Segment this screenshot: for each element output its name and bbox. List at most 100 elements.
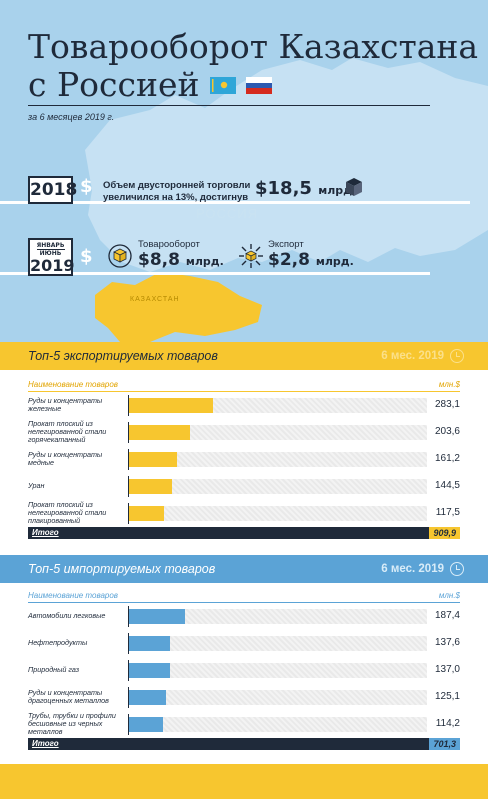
table-row: Прокат плоский из нелегированной стали г…: [28, 418, 460, 446]
row-value: 187,4: [434, 610, 460, 621]
table-row: Руды и концентраты железные 283,1: [28, 391, 460, 419]
trade-text-line-2: увеличился на 13%, достигнув: [103, 192, 249, 203]
row-name: Природный газ: [28, 665, 80, 674]
bar-track: [129, 609, 427, 624]
russia-flag-icon: [245, 76, 272, 94]
table-row: Уран 144,5: [28, 472, 460, 500]
table-row: Прокат плоский из нелегированной стали п…: [28, 499, 460, 527]
row-name: Прокат плоский из нелегированной стали п…: [28, 500, 107, 525]
imports-total-value: 701,3: [429, 738, 460, 750]
bar: [129, 609, 185, 624]
imports-total-label: Итого: [32, 739, 59, 748]
row-value: 161,2: [434, 453, 460, 464]
page-title: Товарооборот Казахстана с Россией: [28, 28, 478, 104]
row-value: 137,0: [434, 664, 460, 675]
year-2019-box: ЯНВАРЬ ИЮНЬ 2019: [28, 238, 75, 276]
band-2019: [0, 272, 430, 275]
bar: [129, 452, 177, 467]
exports-col-name: Наименование товаров: [28, 380, 118, 389]
turnover-amount-unit: млрд.: [185, 255, 224, 268]
turnover-label: Товарооборот: [138, 239, 200, 250]
year-2019: 2019: [30, 256, 75, 275]
row-value: 283,1: [434, 399, 460, 410]
exports-title: Топ-5 экспортируемых товаров: [28, 349, 218, 363]
imports-col-unit: млн.$: [438, 591, 460, 600]
year-2018: 2018: [30, 180, 78, 200]
row-name: Руды и концентраты драгоценных металлов: [28, 688, 109, 705]
kazakhstan-flag-icon: [209, 76, 236, 94]
period-top: ЯНВАРЬ: [36, 242, 65, 249]
year-2018-box: 2018: [28, 176, 77, 204]
bar: [129, 690, 166, 705]
row-value: 203,6: [434, 426, 460, 437]
turnover-box-icon: [108, 244, 132, 268]
exports-total-value: 909,9: [429, 527, 460, 539]
bar: [129, 425, 190, 440]
imports-column-header: Наименование товаров млн.$: [28, 591, 460, 603]
turnover-amount-value: $8,8: [138, 250, 180, 270]
table-row: Руды и концентраты драгоценных металлов 1…: [28, 683, 460, 711]
exports-total-row: Итого 909,9: [28, 527, 460, 539]
title-line-2: с Россией: [28, 65, 200, 104]
exports-period: 6 мес. 2019: [381, 350, 444, 362]
title-line-1: Товарооборот Казахстана: [28, 27, 479, 66]
exports-total-label: Итого: [32, 528, 59, 537]
bar-track: [129, 663, 427, 678]
bar-track: [129, 717, 427, 732]
russia-shape: [85, 58, 488, 272]
imports-col-name: Наименование товаров: [28, 591, 118, 600]
row-name: Прокат плоский из нелегированной стали г…: [28, 419, 107, 444]
export-amount-unit: млрд.: [315, 255, 354, 268]
bar-track: [129, 690, 427, 705]
exports-column-header: Наименование товаров млн.$: [28, 380, 460, 392]
row-value: 114,2: [435, 718, 460, 729]
row-value: 117,5: [435, 507, 460, 518]
row-name: Автомобили легковые: [28, 611, 106, 620]
russia-map-label: РОССИЯ: [196, 206, 259, 221]
bar: [129, 663, 170, 678]
row-value: 125,1: [434, 691, 460, 702]
row-name: Нефтепродукты: [28, 638, 88, 647]
bar: [129, 398, 213, 413]
export-burst-icon: [239, 244, 263, 268]
kazakhstan-shape: [95, 272, 262, 342]
bar-track: [129, 425, 427, 440]
turnover-amount: $8,8 млрд.: [138, 250, 224, 270]
table-row: Нефтепродукты 137,6: [28, 629, 460, 657]
table-row: Природный газ 137,0: [28, 656, 460, 684]
row-name: Руды и концентраты медные: [28, 450, 103, 467]
bar-track: [129, 636, 427, 651]
exports-section-header: Топ-5 экспортируемых товаров 6 мес. 2019: [0, 342, 488, 370]
period-bottom: ИЮНЬ: [36, 249, 65, 257]
bar: [129, 717, 163, 732]
imports-title: Топ-5 импортируемых товаров: [28, 562, 216, 576]
clock-icon: [450, 349, 464, 363]
bar-track: [129, 506, 427, 521]
band-2018: [0, 201, 470, 204]
imports-total-row: Итого 701,3: [28, 738, 460, 750]
row-value: 144,5: [434, 480, 460, 491]
cargo-boxes-icon: [346, 178, 362, 196]
bar-track: [129, 452, 427, 467]
table-row: Автомобили легковые 187,4: [28, 602, 460, 630]
map-illustration: [85, 58, 488, 342]
amount-2018: $18,5 млрд.: [255, 178, 356, 199]
dollar-icon: $: [80, 176, 93, 197]
bar: [129, 506, 164, 521]
amount-2018-value: $18,5: [255, 178, 312, 199]
bar-track: [129, 479, 427, 494]
hero-map-section: Товарооборот Казахстана с Россией за 6 м…: [0, 0, 488, 342]
row-name: Руды и концентраты железные: [28, 396, 103, 413]
bar: [129, 479, 172, 494]
imports-period: 6 мес. 2019: [381, 563, 444, 575]
row-value: 137,6: [434, 637, 460, 648]
clock-icon-imports: [450, 562, 464, 576]
row-name: Уран: [28, 481, 45, 490]
trade-text-2018: Объем двусторонней торговли увеличился н…: [103, 180, 250, 204]
subtitle: за 6 месяцев 2019 г.: [28, 112, 115, 122]
export-amount: $2,8 млрд.: [268, 250, 354, 270]
title-divider: [28, 105, 430, 106]
footer-band: [0, 764, 488, 799]
imports-section-header: Топ-5 импортируемых товаров 6 мес. 2019: [0, 555, 488, 583]
exports-col-unit: млн.$: [438, 380, 460, 389]
